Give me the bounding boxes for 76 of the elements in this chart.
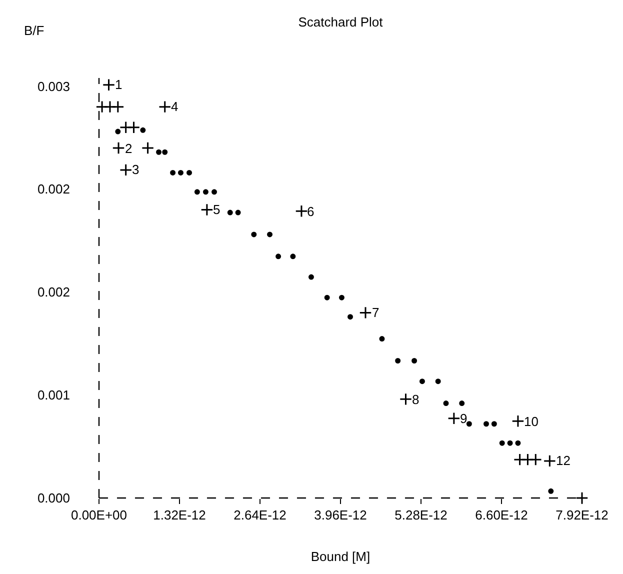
x-tick-label: 6.60E-12 [475,508,528,523]
point [119,164,132,176]
point [338,294,344,300]
y-tick-label: 0.003 [37,78,70,94]
point [491,421,497,427]
point [112,100,124,114]
annotation: 2 [125,141,132,156]
point [186,170,192,176]
point [200,203,214,216]
point [127,121,140,134]
point [267,232,273,238]
point [202,189,208,195]
point [576,492,588,504]
x-tick-label: 3.96E-12 [314,508,367,523]
annotation: 4 [171,99,178,114]
point [324,294,330,300]
point [140,127,146,133]
point [178,170,184,176]
point [348,314,354,320]
point [412,358,418,364]
point [543,454,556,468]
point [227,210,233,216]
x-tick-label: 0.00E+00 [70,508,128,523]
annotation: 8 [412,392,420,407]
point [290,254,296,260]
annotation: 1 [115,77,122,92]
y-tick-label: 0.000 [37,490,70,506]
annotation: 6 [307,204,314,219]
point [194,189,200,195]
point [102,78,116,92]
point [308,274,314,280]
point [448,412,460,425]
point [212,189,218,195]
point [359,306,372,320]
x-tick-label: 2.64E-12 [234,508,286,523]
annotation: 5 [213,202,220,217]
x-tick-label: 1.32E-12 [153,508,206,523]
annotation: 9 [460,411,468,426]
x-tick-label: 5.28E-12 [394,508,448,523]
chart-title: Scatchard Plot [298,14,384,30]
annotation: 10 [524,414,538,429]
point [158,100,172,114]
point [112,142,125,154]
point [170,170,176,176]
point [499,440,505,446]
y-tick-label: 0.002 [37,182,70,197]
y-tick-label: 0.002 [37,284,70,300]
point [141,142,154,154]
point [466,421,472,427]
point [235,210,241,216]
annotation: 3 [132,162,140,177]
point [419,378,425,384]
annotation: 12 [556,453,570,468]
point [162,149,168,155]
point [459,400,465,406]
point [115,128,121,134]
y-tick-label: 0.001 [37,388,70,403]
point [295,204,308,218]
point [251,232,257,238]
point [443,400,449,406]
point [484,421,489,427]
point [399,392,412,406]
point [395,358,401,364]
point [435,378,441,384]
point [512,414,524,428]
annotation: 7 [372,305,380,320]
point [548,488,554,494]
x-tick-label: 7.92E-12 [556,508,608,523]
point [379,336,385,342]
point [529,453,542,466]
point [515,440,521,446]
point [276,254,282,260]
x-axis-title: Bound [M] [310,549,370,564]
y-axis-title: B/F [24,23,44,38]
point [507,440,513,446]
point [156,149,162,155]
